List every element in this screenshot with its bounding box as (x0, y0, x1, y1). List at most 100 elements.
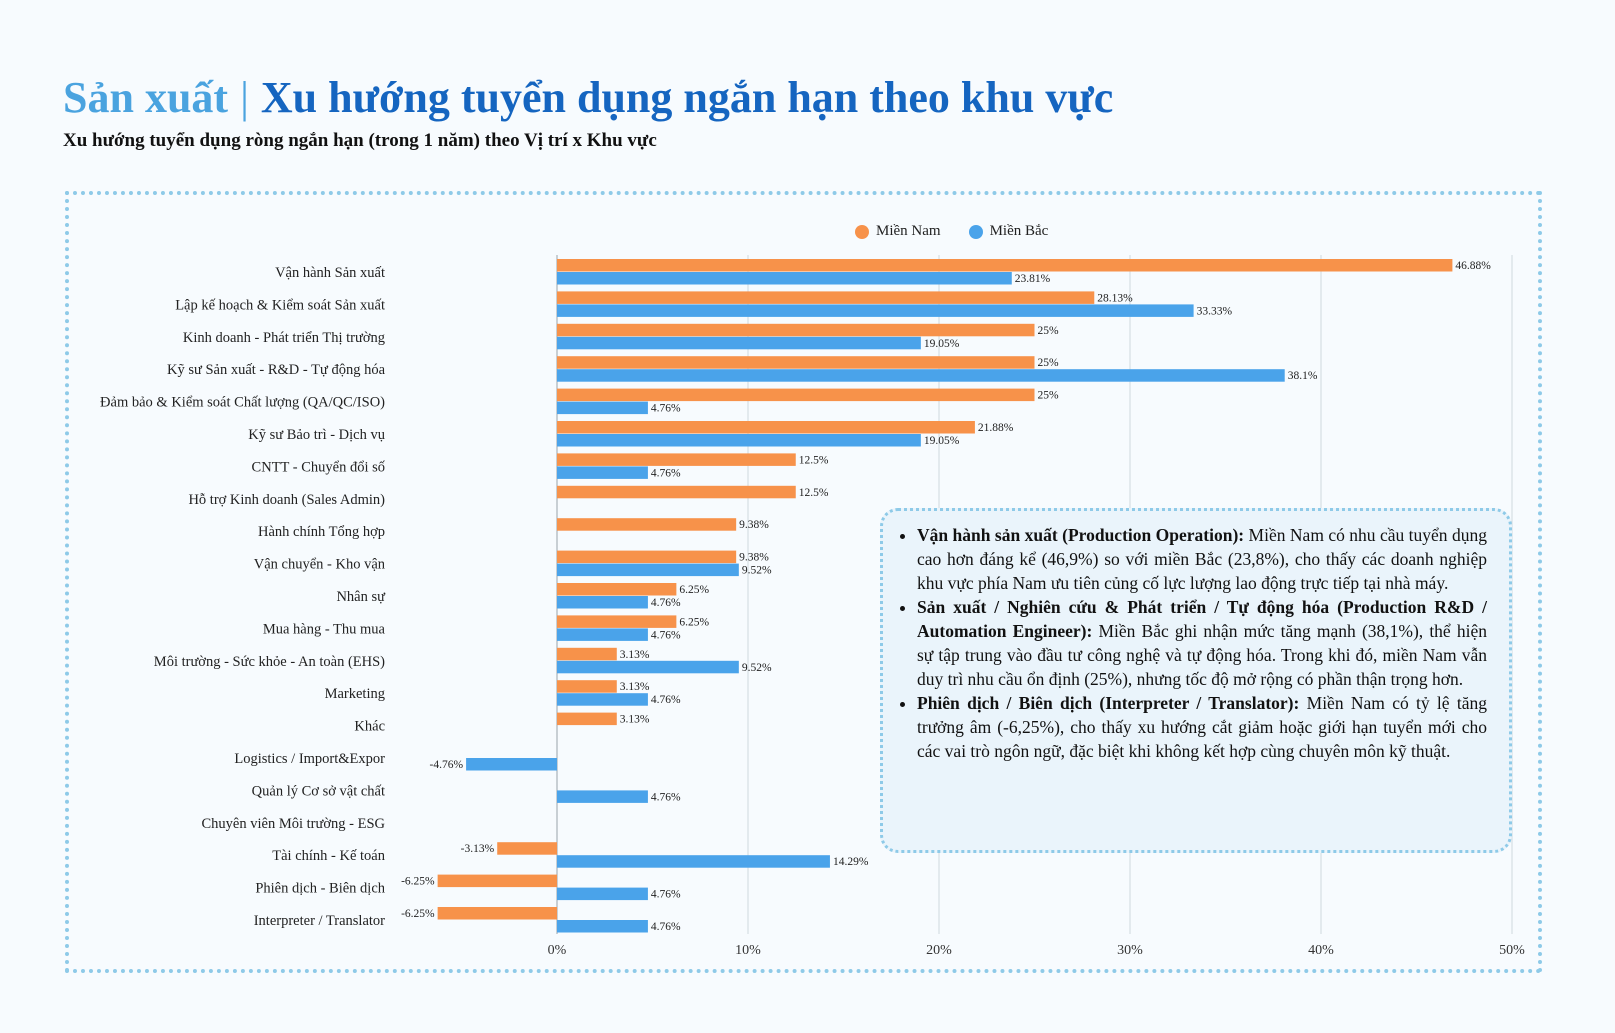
bar-mien-nam (557, 388, 1035, 402)
category-label: Phiên dịch - Biên dịch (255, 881, 385, 897)
data-label: 9.52% (742, 662, 772, 674)
bar-mien-bac (557, 920, 648, 933)
category-label: Vận chuyển - Kho vận (254, 557, 386, 573)
insights-list: Vận hành sản xuất (Production Operation)… (897, 523, 1487, 763)
bar-mien-bac (557, 563, 739, 577)
category-label: Quản lý Cơ sở vật chất (252, 783, 385, 799)
category-label: Chuyên viên Môi trường - ESG (202, 816, 386, 832)
category-label: Tài chính - Kế toán (272, 848, 385, 864)
data-label: 3.13% (620, 649, 650, 661)
bar-mien-bac (557, 693, 648, 706)
bar-mien-bac (557, 855, 830, 868)
legend-item-mien-nam: Miền Nam (855, 223, 941, 240)
category-label: Mua hàng - Thu mua (263, 621, 386, 637)
x-tick-label: 20% (926, 943, 952, 958)
insight-text: Miền Nam có nhu cầu tuyển dụng cao hơn đ… (917, 525, 1487, 593)
data-label: 21.88% (978, 422, 1014, 434)
category-label: Đảm bảo & Kiểm soát Chất lượng (QA/QC/IS… (100, 395, 385, 411)
data-label: 14.29% (833, 856, 869, 868)
data-label: 4.76% (651, 403, 681, 415)
data-label: 4.76% (651, 467, 681, 479)
section-title: Sản xuất (63, 73, 229, 122)
insight-text: Miền Nam có tỷ lệ tăng trưởng âm (-6,25%… (917, 693, 1487, 761)
bar-mien-nam (557, 583, 677, 596)
bar-mien-nam (557, 453, 796, 466)
category-label: Hành chính Tổng hợp (258, 524, 385, 540)
chart-frame (65, 191, 1542, 973)
data-label: 6.25% (679, 616, 709, 628)
category-label: Logistics / Import&Expor (234, 751, 385, 767)
insight-heading: Vận hành sản xuất (Production Operation)… (917, 525, 1245, 545)
insight-text: Miền Bắc ghi nhận mức tăng mạnh (38,1%),… (917, 621, 1487, 689)
legend-swatch-mien-nam (855, 224, 869, 239)
legend-label-mien-bac: Miền Bắc (989, 223, 1049, 239)
legend-label-mien-nam: Miền Nam (876, 223, 941, 239)
bar-mien-bac (466, 758, 557, 771)
page-header: Sản xuất | Xu hướng tuyển dụng ngắn hạn th… (63, 68, 1113, 152)
category-label: Khác (354, 719, 385, 735)
data-label: -3.13% (461, 843, 495, 855)
legend-swatch-mien-bac (968, 224, 983, 239)
data-label: 4.76% (651, 889, 681, 901)
category-label: Môi trường - Sức khỏe - An toàn (EHS) (154, 654, 385, 670)
bar-mien-nam (557, 647, 617, 661)
data-label: 28.13% (1097, 292, 1133, 304)
bar-mien-bac (557, 434, 921, 447)
category-label: Nhân sự (336, 589, 386, 605)
bar-mien-bac (557, 272, 1012, 285)
insight-item: Sản xuất / Nghiên cứu & Phát triển / Tự … (917, 595, 1487, 691)
x-tick-label: 0% (548, 943, 567, 958)
data-label: 12.5% (799, 487, 829, 499)
bar-mien-nam (557, 356, 1035, 369)
main-title: Xu hướng tuyển dụng ngắn hạn theo khu vự… (260, 73, 1114, 122)
data-label: 12.5% (799, 454, 829, 466)
data-label: -6.25% (401, 876, 435, 888)
data-label: 3.13% (620, 681, 650, 693)
bar-mien-bac (557, 401, 648, 415)
bar-mien-nam (557, 712, 617, 726)
data-label: 46.88% (1455, 260, 1491, 272)
legend-item-mien-bac: Miền Bắc (968, 223, 1049, 240)
data-label: 4.76% (651, 791, 681, 803)
insight-item: Vận hành sản xuất (Production Operation)… (917, 523, 1487, 595)
category-label: Interpreter / Translator (254, 913, 385, 929)
data-label: 4.76% (651, 921, 681, 933)
data-label: 3.13% (620, 714, 650, 726)
category-label: Lập kế hoạch & Kiểm soát Sản xuất (175, 297, 385, 313)
bar-mien-nam (557, 680, 617, 693)
data-label: 25% (1038, 390, 1060, 402)
x-tick-label: 10% (735, 943, 761, 958)
bar-mien-bac (557, 336, 921, 350)
bar-mien-bac (557, 369, 1285, 382)
data-label: 25% (1038, 325, 1060, 337)
bar-mien-nam (557, 550, 737, 564)
data-label: 4.76% (651, 597, 681, 609)
data-label: 6.25% (679, 584, 709, 596)
data-label: 38.1% (1288, 370, 1318, 382)
category-label: Hỗ trợ Kinh doanh (Sales Admin) (188, 492, 385, 508)
bar-mien-nam (557, 421, 975, 434)
category-label: CNTT - Chuyển đổi số (252, 459, 386, 475)
data-label: 19.05% (924, 338, 960, 350)
bar-mien-nam (557, 485, 796, 499)
category-label: Kỹ sư Bảo trì - Dịch vụ (248, 427, 385, 443)
bar-mien-nam (497, 842, 557, 855)
category-label: Kỹ sư Sản xuất - R&D - Tự động hóa (167, 362, 386, 378)
bar-mien-bac (557, 887, 648, 901)
bar-mien-bac (557, 304, 1194, 317)
data-label: 9.38% (739, 519, 769, 531)
chart-legend: Miền Nam Miền Bắc (855, 223, 1048, 240)
bar-mien-nam (557, 615, 677, 628)
category-label: Kinh doanh - Phát triển Thị trường (183, 330, 385, 346)
data-label: -6.25% (401, 908, 435, 920)
bar-mien-bac (557, 660, 739, 674)
bar-mien-nam (437, 907, 557, 920)
data-label: 19.05% (924, 435, 960, 447)
insight-item: Phiên dịch / Biên dịch (Interpreter / Tr… (917, 691, 1487, 763)
bar-mien-nam (557, 323, 1035, 337)
bar-mien-bac (557, 790, 648, 803)
bar-mien-nam (557, 291, 1095, 304)
page-title: Sản xuất | Xu hướng tuyển dụng ngắn hạn th… (63, 68, 1113, 128)
insight-heading: Phiên dịch / Biên dịch (Interpreter / Tr… (917, 693, 1300, 713)
